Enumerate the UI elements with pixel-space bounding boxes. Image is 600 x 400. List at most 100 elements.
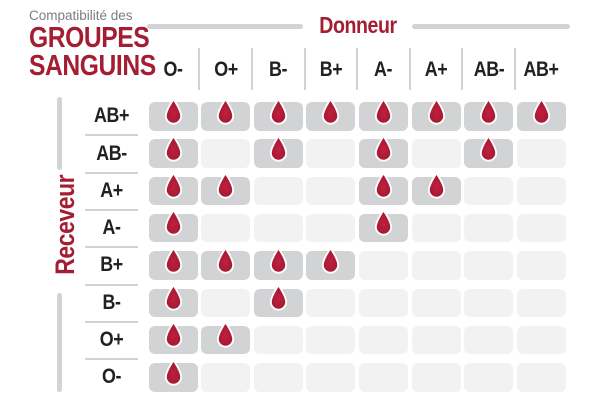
receiver-header-divider xyxy=(85,208,138,211)
receiver-header-A+: A+ xyxy=(100,178,123,202)
receiver-header-divider xyxy=(85,320,138,323)
receiver-axis-rule-top xyxy=(57,97,62,170)
cell-O+-from-AB--incompatible xyxy=(464,325,514,355)
blood-drop-icon xyxy=(374,135,392,162)
donor-header-B+: B+ xyxy=(319,58,343,81)
cell-O--from-AB+-incompatible xyxy=(516,363,566,392)
blood-drop-icon xyxy=(374,209,392,236)
receiver-header-O-: O- xyxy=(102,365,121,389)
cell-A+-from-AB+-incompatible xyxy=(516,176,566,206)
blood-drop-icon xyxy=(164,359,182,386)
donor-header-A-: A- xyxy=(374,58,393,81)
donor-header-A+: A+ xyxy=(424,58,448,81)
cell-AB--from-O+-incompatible xyxy=(201,139,251,168)
donor-axis-rule-right xyxy=(412,24,570,29)
cell-B+-from-A--incompatible xyxy=(358,251,408,280)
cell-A--from-B--incompatible xyxy=(253,213,303,243)
cell-B+-from-B--compatible xyxy=(253,247,303,280)
cell-A--from-AB+-incompatible xyxy=(516,213,566,243)
cell-O--from-A--incompatible xyxy=(358,363,408,392)
blood-drop-icon xyxy=(427,97,445,124)
chart-title-block: Compatibilité des GROUPES SANGUINS xyxy=(29,8,178,82)
donor-header-divider xyxy=(251,48,253,90)
cell-A--from-O+-incompatible xyxy=(201,213,251,243)
cell-O+-from-A+-incompatible xyxy=(411,325,461,355)
cell-B--from-O--compatible xyxy=(148,284,198,317)
blood-drop-icon xyxy=(269,135,287,162)
cell-O+-from-AB+-incompatible xyxy=(516,325,566,355)
receiver-header-B-: B- xyxy=(102,290,121,314)
blood-drop-icon xyxy=(269,97,287,124)
cell-B+-from-A+-incompatible xyxy=(411,251,461,280)
blood-drop-icon xyxy=(217,97,235,124)
receiver-header-AB-: AB- xyxy=(96,141,127,165)
blood-drop-icon xyxy=(374,97,392,124)
blood-drop-icon xyxy=(164,247,182,274)
donor-header-divider xyxy=(461,48,464,90)
cell-A+-from-O--compatible xyxy=(148,172,198,206)
donor-axis-rule-left xyxy=(147,24,303,29)
cell-O+-from-B--incompatible xyxy=(253,325,303,355)
cell-O--from-B--incompatible xyxy=(253,363,303,392)
receiver-header-divider xyxy=(85,246,138,249)
cell-AB+-from-O--compatible xyxy=(148,97,198,131)
cell-AB--from-AB+-incompatible xyxy=(516,139,566,168)
cell-B+-from-AB+-incompatible xyxy=(516,251,566,280)
cell-A--from-A+-incompatible xyxy=(411,213,461,243)
cell-A+-from-O+-compatible xyxy=(201,172,251,206)
cell-O+-from-B+-incompatible xyxy=(306,325,356,355)
receiver-header-A-: A- xyxy=(102,216,121,240)
cell-A+-from-B--incompatible xyxy=(253,176,303,206)
cell-O+-from-O--compatible xyxy=(148,321,198,355)
blood-drop-icon xyxy=(269,284,287,311)
cell-B+-from-O+-compatible xyxy=(201,247,251,280)
cell-B+-from-O--compatible xyxy=(148,247,198,280)
receiver-axis-rule-bottom xyxy=(57,293,62,392)
cell-O--from-O+-incompatible xyxy=(201,363,251,392)
donor-header-O-: O- xyxy=(163,58,183,81)
blood-drop-icon xyxy=(217,247,235,274)
cell-AB--from-O--compatible xyxy=(148,135,198,168)
blood-drop-icon xyxy=(322,97,340,124)
cell-B--from-B+-incompatible xyxy=(306,288,356,317)
cell-AB+-from-AB+-compatible xyxy=(516,97,566,131)
blood-drop-icon xyxy=(480,135,498,162)
receiver-header-divider xyxy=(85,134,138,137)
blood-drop-icon xyxy=(217,321,235,348)
receiver-header-AB+: AB+ xyxy=(94,104,129,128)
cell-B--from-O+-incompatible xyxy=(201,288,251,317)
cell-AB--from-B+-incompatible xyxy=(306,139,356,168)
cell-AB--from-AB--compatible xyxy=(464,135,514,168)
blood-drop-icon xyxy=(217,172,235,199)
cell-AB--from-A--compatible xyxy=(358,135,408,168)
cell-B--from-B--compatible xyxy=(253,284,303,317)
blood-drop-icon xyxy=(374,172,392,199)
chart-title-line1: GROUPES xyxy=(29,22,150,54)
cell-O+-from-A--incompatible xyxy=(358,325,408,355)
cell-A+-from-AB--incompatible xyxy=(464,176,514,206)
cell-AB+-from-A--compatible xyxy=(358,97,408,131)
blood-drop-icon xyxy=(164,321,182,348)
cell-AB+-from-B--compatible xyxy=(253,97,303,131)
cell-AB--from-A+-incompatible xyxy=(411,139,461,168)
donor-header-AB-: AB- xyxy=(473,58,504,81)
cell-O+-from-O+-compatible xyxy=(201,321,251,355)
donor-header-divider xyxy=(303,48,306,90)
chart-title-line2: SANGUINS xyxy=(29,50,156,82)
receiver-header-divider xyxy=(85,171,138,174)
donor-axis-label: Donneur xyxy=(319,12,397,38)
blood-drop-icon xyxy=(427,172,445,199)
donor-header-divider xyxy=(356,48,359,90)
chart-subtitle: Compatibilité des xyxy=(29,8,133,23)
donor-header-O+: O+ xyxy=(213,58,238,81)
blood-drop-icon xyxy=(164,172,182,199)
cell-AB+-from-B+-compatible xyxy=(306,97,356,131)
receiver-header-divider xyxy=(85,358,138,361)
cell-O--from-A+-incompatible xyxy=(411,363,461,392)
cell-B--from-AB--incompatible xyxy=(464,288,514,317)
blood-drop-icon xyxy=(532,97,550,124)
cell-A--from-A--compatible xyxy=(358,209,408,243)
blood-drop-icon xyxy=(164,209,182,236)
receiver-axis-label: Receveur xyxy=(50,174,80,275)
